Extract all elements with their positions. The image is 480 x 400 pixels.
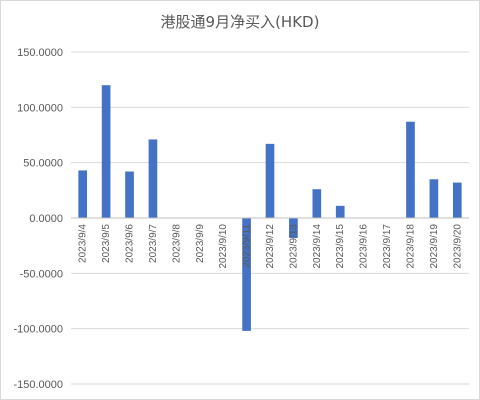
chart-title: 港股通9月净买入(HKD) bbox=[161, 13, 320, 31]
x-category-label: 2023/9/10 bbox=[218, 224, 229, 269]
x-category-label: 2023/9/20 bbox=[452, 224, 463, 269]
bar bbox=[289, 218, 298, 238]
x-category-label: 2023/9/16 bbox=[359, 224, 370, 269]
y-tick-label: 100.0000 bbox=[17, 102, 63, 114]
bar bbox=[312, 189, 322, 218]
x-category-label: 2023/9/11 bbox=[242, 224, 253, 268]
bar bbox=[125, 171, 134, 218]
x-category-label: 2023/9/4 bbox=[78, 224, 89, 263]
y-tick-label: 150.0000 bbox=[17, 47, 63, 59]
y-tick-label: 50.0000 bbox=[23, 158, 63, 170]
bar bbox=[242, 218, 251, 331]
bar bbox=[78, 170, 88, 218]
x-category-label: 2023/9/14 bbox=[312, 224, 323, 269]
bars bbox=[78, 85, 462, 331]
x-category-label: 2023/9/5 bbox=[101, 224, 112, 263]
x-category-label: 2023/9/17 bbox=[382, 224, 393, 269]
bar bbox=[148, 139, 158, 218]
x-category-label: 2023/9/12 bbox=[265, 224, 276, 269]
bar bbox=[429, 179, 439, 218]
y-tick-label: -50.0000 bbox=[20, 268, 63, 280]
bar bbox=[101, 85, 111, 218]
bar bbox=[452, 182, 462, 218]
x-category-label: 2023/9/9 bbox=[195, 224, 206, 263]
y-tick-label: -150.0000 bbox=[13, 379, 63, 391]
bar bbox=[335, 205, 345, 218]
bar bbox=[265, 143, 275, 218]
x-category-label: 2023/9/19 bbox=[429, 224, 440, 269]
x-category-label: 2023/9/7 bbox=[148, 224, 159, 263]
y-tick-label: 0.0000 bbox=[29, 213, 63, 225]
x-category-label: 2023/9/18 bbox=[405, 224, 416, 269]
x-category-label: 2023/9/13 bbox=[288, 224, 299, 269]
x-axis-categories: 2023/9/4 2023/9/5 2023/9/6 2023/9/7 2023/9/8… bbox=[78, 224, 464, 269]
x-category-label: 2023/9/15 bbox=[335, 224, 346, 269]
x-category-label: 2023/9/6 bbox=[125, 224, 136, 263]
bar bbox=[406, 121, 415, 218]
y-tick-label: -100.0000 bbox=[13, 324, 63, 336]
x-category-label: 2023/9/8 bbox=[171, 224, 182, 263]
y-axis-ticks: 150.0000 100.0000 50.0000 0.0000 -50.0000 -10… bbox=[13, 47, 63, 391]
